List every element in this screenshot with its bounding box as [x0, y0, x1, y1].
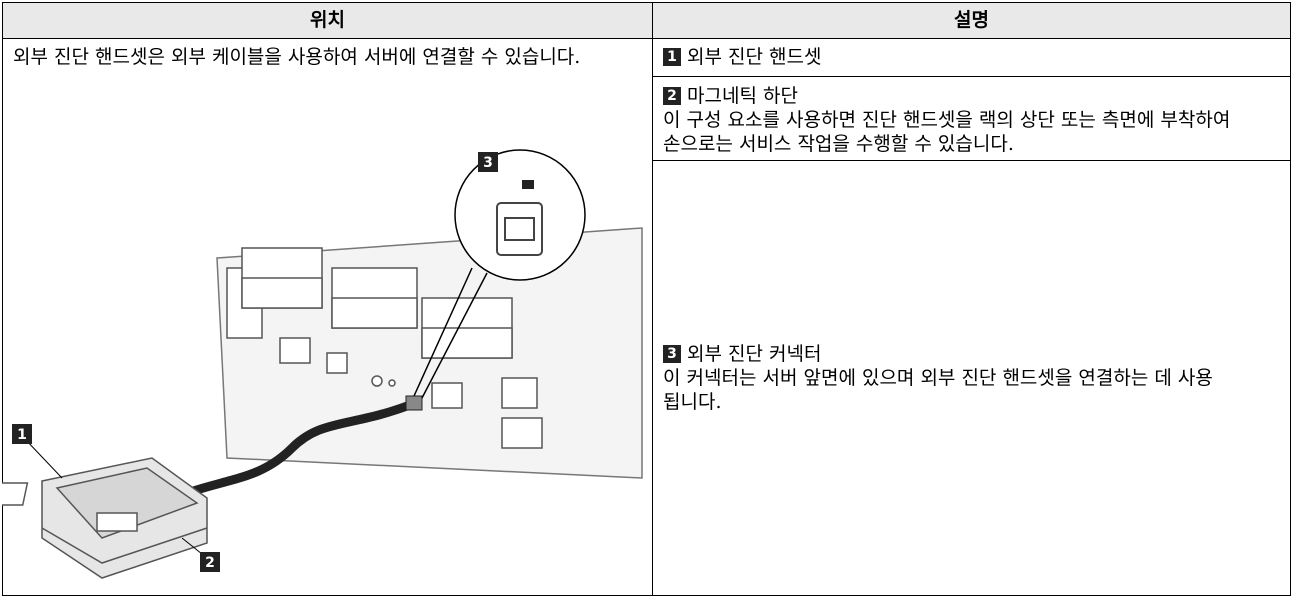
row-cell: 2 마그네틱 하단 이 구성 요소를 사용하면 진단 핸드셋을 랙의 상단 또는 … — [652, 76, 1291, 161]
header: 설명 — [954, 9, 989, 31]
callout: 2 — [205, 555, 215, 571]
badge: 3 — [663, 345, 681, 363]
illustration: 1 2 3 — [2, 149, 643, 579]
header-cell: 위치 — [2, 2, 653, 39]
callout: 3 — [483, 155, 493, 171]
title: 외부 진단 핸드셋 — [687, 46, 822, 68]
header-cell: 설명 — [652, 2, 1291, 39]
title: 마그네틱 하단 — [687, 85, 798, 107]
badge: 1 — [663, 48, 681, 66]
row-cell: 3 외부 진단 커넥터 이 커넥터는 서버 앞면에 있으며 외부 진단 핸드셋을 … — [652, 160, 1291, 596]
badge: 2 — [663, 87, 681, 105]
location-text: 외부 진단 핸드셋은 외부 케이블을 사용하여 서버에 연결할 수 있습니다. — [13, 46, 581, 68]
row-content: 3 외부 진단 커넥터 이 커넥터는 서버 앞면에 있으며 외부 진단 핸드셋을 … — [663, 342, 1280, 414]
row-cell: 1 외부 진단 핸드셋 — [652, 38, 1291, 77]
header: 위치 — [310, 9, 345, 31]
description: 이 구성 요소를 사용하면 진단 핸드셋을 랙의 상단 또는 측면에 부착하여 … — [663, 109, 1231, 155]
callout: 1 — [17, 427, 27, 443]
title: 외부 진단 커넥터 — [687, 343, 822, 365]
description: 이 커넥터는 서버 앞면에 있으며 외부 진단 핸드셋을 연결하는 데 사용됩니… — [663, 367, 1213, 413]
